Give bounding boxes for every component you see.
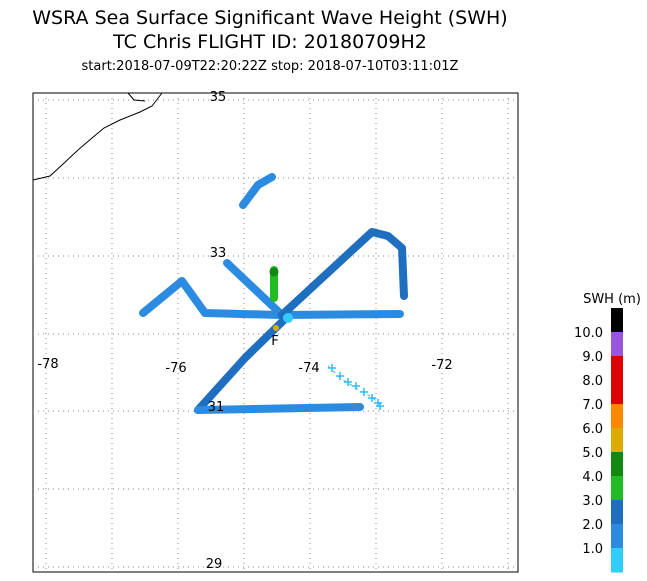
coastline: [127, 92, 146, 102]
colorbar-label: 8.0: [582, 374, 603, 389]
lat-label: 31: [208, 400, 225, 415]
colorbar-label: 3.0: [582, 494, 603, 509]
colorbar-label: 4.0: [582, 470, 603, 485]
colorbar-segment: [611, 428, 623, 453]
colorbar-segment: [611, 548, 623, 573]
colorbar-label: 6.0: [582, 422, 603, 437]
flight-track: [139, 173, 408, 414]
lat-label: 29: [206, 557, 223, 572]
colorbar-segment: [611, 356, 623, 381]
lat-label: 33: [210, 246, 227, 261]
colorbar-label: 10.0: [574, 326, 603, 341]
lat-label: 35: [210, 90, 227, 105]
lon-label: -76: [165, 361, 186, 376]
colorbar-title: SWH (m): [583, 292, 641, 307]
plus: [328, 364, 336, 372]
coastline: [32, 92, 163, 181]
title: WSRA Sea Surface Significant Wave Height…: [32, 7, 507, 29]
colorbar-label: 2.0: [582, 518, 603, 533]
colorbar-label: 7.0: [582, 398, 603, 413]
colorbar-segment: [611, 500, 623, 525]
colorbar-label: 9.0: [582, 350, 603, 365]
colorbar-label: 5.0: [582, 446, 603, 461]
colorbar-segment: [611, 476, 623, 501]
lon-label: -74: [298, 361, 319, 376]
plus: [376, 402, 384, 410]
subtitle: TC Chris FLIGHT ID: 20180709H2: [112, 31, 427, 53]
lon-label: -72: [431, 358, 452, 373]
colorbar-label: 1.0: [582, 542, 603, 557]
grid: [33, 93, 518, 572]
colorbar-segment: [611, 452, 623, 477]
time-range: start:2018-07-09T22:20:22Z stop: 2018-07…: [82, 59, 459, 74]
plus-markers: [328, 364, 384, 410]
colorbar-segment: [611, 332, 623, 357]
colorbar-segment: [611, 308, 623, 333]
map-frame: [32, 92, 519, 573]
lon-label: -78: [37, 357, 58, 372]
plus: [336, 372, 344, 380]
plus: [344, 378, 352, 386]
colorbar-segment: [611, 404, 623, 429]
plus: [368, 394, 376, 402]
plus: [352, 382, 360, 390]
colorbar-segment: [611, 380, 623, 405]
colorbar-segment: [611, 524, 623, 549]
plus: [360, 388, 368, 396]
marker-label: F: [271, 334, 278, 349]
